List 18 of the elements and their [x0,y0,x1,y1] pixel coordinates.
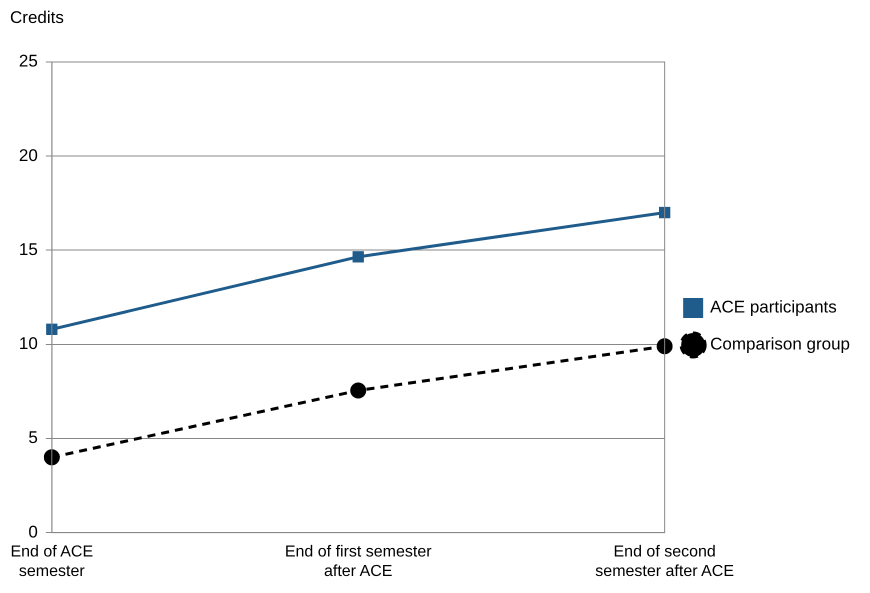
x-tick-label: End of second semester after ACE [595,544,734,580]
y-tick-label: 0 [28,522,38,542]
y-axis-title: Credits [10,8,64,28]
legend-label: Comparison group [710,334,850,354]
x-tick-label: End of first semester after ACE [284,544,432,580]
legend-label: ACE participants [710,298,837,317]
y-tick-label: 25 [18,52,38,71]
y-tick-label: 10 [18,334,38,354]
point [350,382,366,398]
point [352,251,364,262]
point [658,206,670,218]
y-tick-label: 20 [18,146,38,165]
y-tick-label: 15 [18,240,38,259]
x-tick-label: End of ACE semester [10,544,94,580]
y-tick-label: 5 [28,428,38,448]
point [656,338,673,354]
point [46,324,58,335]
point [44,449,60,466]
